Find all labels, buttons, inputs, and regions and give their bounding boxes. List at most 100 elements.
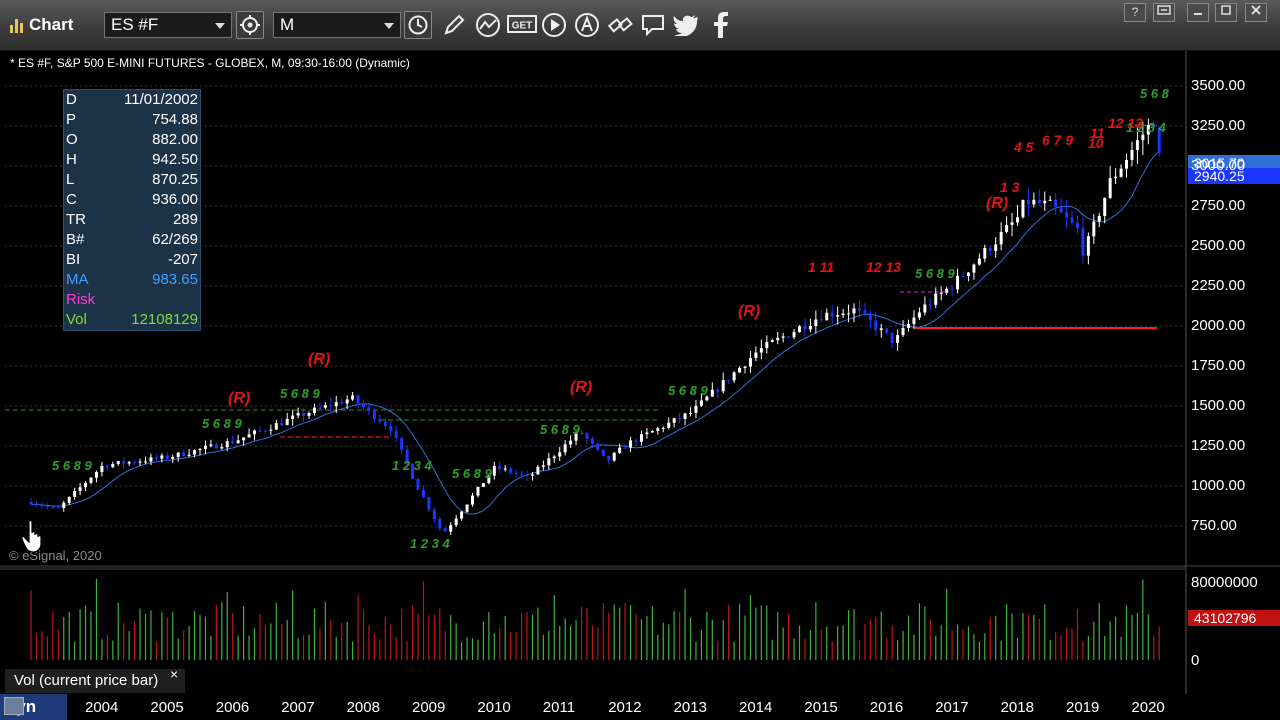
candle-body [977,258,981,265]
td-setup-label: 5 6 8 9 [540,422,581,437]
candle-body [596,443,600,450]
candle-body [585,433,589,439]
price-axis-label: 3500.00 [1191,77,1246,94]
candle-body [405,449,409,464]
candle-body [1092,221,1096,237]
candle-body [1157,127,1161,154]
moving-average-line [31,151,1160,515]
candle-body [1152,125,1156,128]
candle-body [787,336,791,338]
draw-tool-button[interactable] [440,11,468,39]
candle-body [334,402,338,407]
play-button[interactable] [540,11,568,39]
comment-icon [642,15,664,37]
link-window-button[interactable] [1153,3,1175,22]
link-button[interactable] [606,11,634,39]
data-window-key: TR [66,211,86,228]
dynamic-toggle[interactable]: Dyn [0,694,67,720]
candle-body [465,504,469,512]
year-label: 2014 [739,699,773,716]
candle-body [945,288,949,293]
maximize-button[interactable] [1215,3,1237,22]
td-countdown-label: 12 13 [866,259,901,275]
data-window-row: C 936.00 [64,190,200,210]
td-setup-label: 1 2 3 4 [410,536,451,551]
candle-body [961,275,965,277]
candle-body [503,468,507,470]
candle-body [383,421,387,426]
price-tag [1188,155,1280,171]
candle-body [263,430,267,432]
study-button[interactable] [474,11,502,39]
candle-body [291,415,295,420]
volume-axis-label: 80000000 [1191,574,1258,591]
candle-body [122,461,126,464]
interval-selector[interactable]: M [273,12,401,38]
facebook-button[interactable] [707,11,735,39]
interval-value: M [280,15,295,34]
candle-body [803,326,807,330]
candle-body [214,444,218,449]
help-button[interactable]: ? [1124,3,1146,22]
td-setup-label: 5 6 8 9 [915,266,956,281]
candle-body [1043,200,1047,204]
close-pane-icon[interactable]: × [170,666,179,682]
data-window-row: O 882.00 [64,130,200,150]
price-axis-label: 1750.00 [1191,357,1246,374]
candle-body [917,312,921,318]
candle-body [492,465,496,476]
td-setup-label: 5 6 8 [1140,86,1170,101]
candle-body [776,337,780,341]
data-window-value: 942.50 [152,151,198,168]
candle-body [656,428,660,431]
candle-body [432,509,436,519]
candle-body [1114,176,1118,179]
alert-button[interactable] [573,11,601,39]
get-button[interactable]: GET [506,11,538,39]
candle-body [923,304,927,313]
candle-body [1135,140,1139,150]
candle-body [67,496,71,503]
candle-body [814,319,818,326]
clock-icon [408,15,428,35]
candle-body [307,413,311,416]
candle-body [1065,212,1069,218]
candle-body [563,444,567,453]
data-window-row: P 754.88 [64,110,200,130]
candle-body [476,486,480,496]
candle-body [116,461,120,464]
candle-body [661,427,665,429]
minimize-button[interactable] [1187,3,1209,22]
candle-body [356,395,360,404]
close-button[interactable] [1245,3,1267,22]
settings-button[interactable] [236,11,264,39]
time-template-button[interactable] [404,11,432,39]
year-label: 2011 [542,699,576,716]
candle-body [1037,199,1041,204]
candle-body [629,440,633,448]
candle-body [1075,222,1079,229]
candle-body [182,452,186,456]
candle-body [253,430,257,435]
candle-body [618,447,622,453]
volume-pane-label[interactable]: Vol (current price bar) [5,669,185,693]
help-icon: ? [1131,5,1139,19]
close-icon [1251,5,1261,15]
comment-button[interactable] [639,11,667,39]
twitter-button[interactable] [672,11,700,39]
candle-body [552,456,556,459]
candle-body [35,504,39,506]
symbol-description: * ES #F, S&P 500 E-MINI FUTURES - GLOBEX… [10,56,410,70]
data-window-key: B# [66,231,85,248]
candle-body [689,412,693,414]
price-chart[interactable]: (R) (R) (R) (R) (R) 5 6 8 9 5 6 8 9 5 6 8 9 5 6 … [0,51,1280,720]
symbol-selector[interactable]: ES #F [104,12,232,38]
data-window-value: -207 [167,251,198,268]
candle-body [743,366,747,368]
year-label: 2016 [869,699,904,716]
candle-body [928,304,932,306]
lock-icon[interactable] [4,697,24,715]
price-tag-text: 3015.70 [1194,155,1245,171]
facebook-icon [714,12,728,38]
candle-body [1005,224,1009,232]
